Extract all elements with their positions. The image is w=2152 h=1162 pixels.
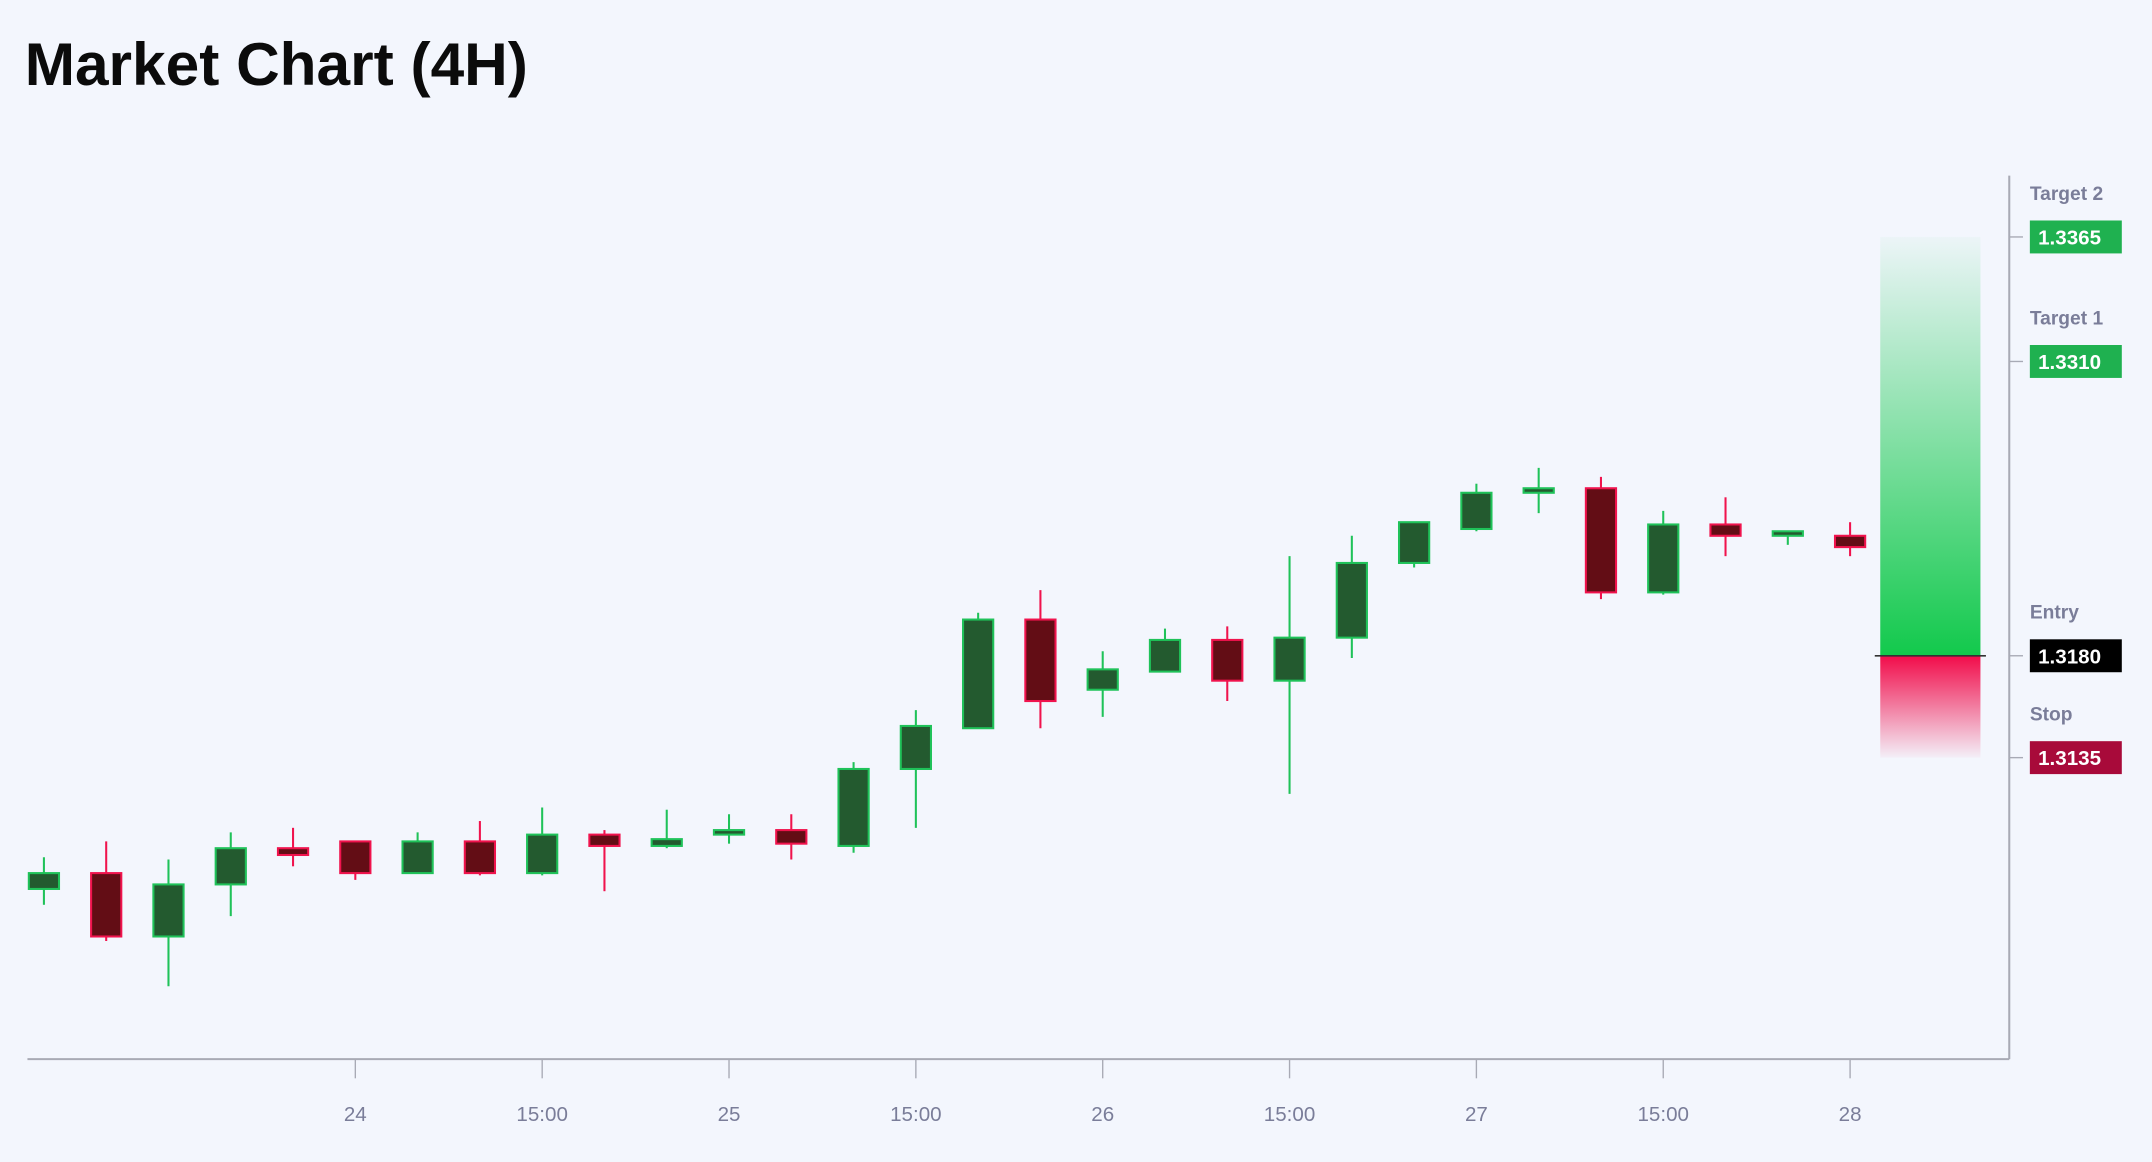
candle-up: [1460, 483, 1493, 532]
level-name: Entry: [2030, 603, 2079, 624]
level-name: Stop: [2030, 705, 2073, 726]
candle-body: [339, 840, 372, 875]
candle-up: [899, 710, 932, 828]
x-tick-label: 15:00: [890, 1103, 942, 1126]
candle-body: [1211, 638, 1244, 682]
candle-body: [1647, 523, 1680, 594]
candle-down: [276, 827, 310, 867]
candle-body: [775, 829, 808, 845]
candle-down: [463, 821, 497, 876]
level-badge: [2029, 345, 2122, 378]
candle-up: [1647, 510, 1680, 595]
candle-up: [401, 832, 434, 875]
level-stop: Stop 1.3135: [2009, 705, 2122, 775]
x-tick-label: 27: [1465, 1103, 1488, 1126]
candle-body: [588, 833, 621, 847]
candle-body: [1833, 534, 1867, 549]
x-tick-label: 26: [1091, 1103, 1114, 1126]
level-badge: [2029, 639, 2122, 673]
candle-body: [712, 829, 746, 836]
candle-up: [650, 809, 683, 849]
candle-up: [1397, 521, 1431, 568]
x-tick-label: 15:00: [1264, 1103, 1316, 1126]
candle-body: [899, 724, 932, 770]
candle-up: [214, 832, 247, 917]
candle-up: [1522, 467, 1555, 514]
candle-body: [401, 840, 434, 875]
level-value: 1.3310: [2038, 351, 2101, 374]
candle-down: [1833, 522, 1867, 557]
level-badge: [2029, 220, 2122, 254]
candles: [27, 467, 1867, 987]
candle-body: [1024, 618, 1057, 703]
x-ticks: 24 15:00 25 15:00 26 15:00 27 15:00 28: [344, 1059, 1862, 1126]
x-tick-label: 15:00: [516, 1103, 568, 1126]
level-name: Target 1: [2030, 308, 2104, 329]
x-tick-label: 24: [344, 1103, 367, 1126]
level-value: 1.3135: [2038, 747, 2101, 770]
candle-body: [1584, 487, 1618, 594]
candle-body: [90, 872, 123, 938]
candle-up: [1148, 628, 1182, 673]
candle-body: [1273, 636, 1306, 682]
level-badge: [2029, 741, 2122, 775]
candle-body: [1460, 491, 1493, 531]
candle-body: [1397, 521, 1431, 564]
candle-body: [1148, 638, 1182, 673]
level-name: Target 2: [2030, 184, 2103, 205]
candle-down: [1584, 476, 1618, 600]
candle-body: [27, 872, 61, 890]
candle-down: [90, 841, 123, 942]
candle-body: [1086, 668, 1119, 691]
x-tick-label: 15:00: [1637, 1103, 1689, 1126]
candle-up: [152, 859, 185, 987]
candle-down: [588, 830, 621, 892]
candle-up: [1771, 530, 1804, 545]
risk-reward-zone: [1874, 236, 1986, 758]
candle-up: [526, 807, 559, 876]
candle-down: [1211, 626, 1244, 702]
level-value: 1.3180: [2038, 645, 2101, 668]
candle-up: [1086, 651, 1119, 717]
candle-up: [837, 762, 870, 853]
candle-body: [650, 838, 683, 847]
candle-down: [339, 840, 372, 880]
candle-body: [463, 840, 497, 875]
level-entry: Entry 1.3180: [2009, 603, 2122, 673]
candle-up: [1335, 535, 1368, 659]
candle-down: [1709, 497, 1742, 557]
candle-body: [152, 883, 185, 938]
candle-body: [1335, 561, 1368, 639]
candle-up: [712, 814, 746, 844]
level-target-1: Target 1 1.3310: [2009, 308, 2122, 378]
loss-zone: [1880, 655, 1981, 758]
candle-down: [775, 814, 808, 860]
candle-body: [1771, 530, 1804, 537]
candle-up: [27, 857, 61, 905]
x-tick-label: 28: [1839, 1103, 1862, 1126]
candle-body: [214, 847, 247, 886]
level-value: 1.3365: [2038, 227, 2101, 250]
candle-body: [526, 833, 559, 875]
chart-title: Market Chart (4H): [25, 30, 528, 98]
candle-body: [1709, 523, 1742, 537]
candle-up: [1273, 556, 1306, 794]
candle-body: [276, 847, 310, 857]
candle-body: [1522, 487, 1555, 494]
price-levels: Target 2 1.3365 Target 1 1.3310 Entry 1.3180 S…: [2009, 184, 2122, 775]
candle-body: [837, 767, 870, 847]
x-tick-label: 25: [718, 1103, 741, 1126]
level-target-2: Target 2 1.3365: [2009, 184, 2122, 254]
candle-up: [962, 612, 995, 730]
candle-down: [1024, 590, 1057, 729]
profit-zone: [1880, 236, 1981, 656]
candle-body: [962, 618, 995, 730]
